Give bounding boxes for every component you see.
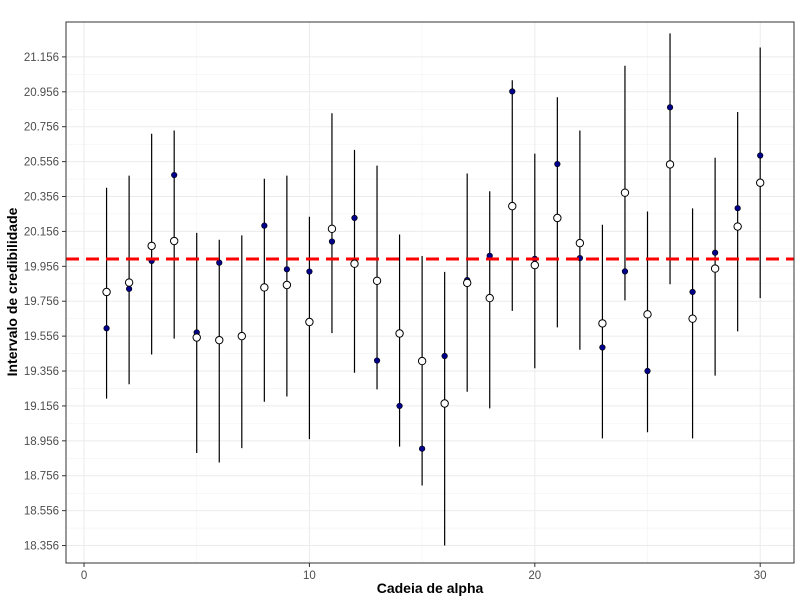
point-open (733, 222, 742, 231)
y-tick-label: 19.756 (24, 296, 59, 308)
y-tick-label: 20.556 (24, 157, 59, 169)
point-filled (666, 104, 674, 111)
point-filled (328, 238, 336, 245)
point-open (192, 333, 201, 342)
point-open (688, 314, 697, 323)
point-filled (554, 160, 561, 168)
point-filled (171, 171, 178, 179)
point-open (575, 238, 585, 248)
y-tick-label: 18.956 (24, 436, 59, 448)
point-filled (306, 268, 313, 275)
point-open (350, 259, 359, 268)
x-tick-label: 0 (81, 570, 87, 582)
point-open (282, 280, 292, 290)
point-open (305, 317, 314, 327)
point-filled (599, 344, 606, 351)
point-filled (373, 357, 381, 364)
point-filled (419, 445, 426, 452)
point-filled (283, 266, 290, 273)
y-tick-label: 19.356 (24, 366, 59, 378)
y-tick-label: 19.156 (24, 401, 59, 413)
y-tick-labels: 18.356 18.556 18.756 18.956 19.156 19.356 19.5… (24, 52, 59, 553)
y-tick-label: 20.956 (24, 87, 59, 99)
point-open (237, 331, 247, 341)
point-filled (689, 288, 696, 296)
x-tick-label: 20 (528, 570, 541, 582)
point-filled (351, 214, 358, 222)
y-tick-label: 18.356 (24, 541, 59, 553)
point-open (553, 213, 562, 223)
point-filled (103, 325, 110, 332)
point-open (620, 188, 630, 197)
point-open (327, 224, 337, 234)
y-tick-label: 20.156 (24, 226, 59, 238)
point-filled (441, 352, 448, 360)
point-filled (261, 222, 268, 229)
point-open (508, 201, 517, 211)
point-open (755, 178, 765, 187)
point-filled (509, 88, 516, 95)
plot-border (65, 21, 795, 564)
point-filled (126, 285, 133, 292)
y-tick-label: 20.756 (24, 122, 59, 134)
point-open (260, 283, 269, 292)
point-filled (396, 402, 403, 410)
x-axis-title: Cadeia de alpha (377, 580, 484, 596)
point-open (147, 241, 156, 251)
y-tick-label: 18.756 (24, 471, 59, 483)
point-filled (216, 259, 223, 266)
y-tick-marks (62, 56, 66, 547)
x-tick-label: 30 (754, 570, 767, 582)
point-open (530, 260, 540, 270)
point-filled (757, 152, 764, 159)
y-tick-label: 19.556 (24, 331, 59, 343)
point-open (102, 287, 111, 297)
point-open (665, 160, 675, 169)
point-filled (621, 268, 629, 275)
point-open (417, 356, 427, 366)
grid-minor (66, 22, 794, 563)
y-tick-label: 19.956 (24, 261, 59, 273)
x-tick-label: 10 (303, 570, 316, 582)
point-open (485, 293, 494, 303)
x-tick-marks (83, 563, 761, 567)
y-tick-label: 18.556 (24, 506, 59, 518)
point-filled (734, 205, 741, 212)
point-filled (712, 249, 719, 256)
point-open (710, 264, 720, 273)
y-tick-label: 20.356 (24, 192, 59, 204)
point-open (372, 276, 382, 286)
point-open (643, 310, 652, 319)
series-open-points (102, 160, 765, 408)
point-open (395, 329, 404, 338)
plot-panel (66, 22, 794, 563)
x-tick-labels: 0 10 20 30 (81, 570, 767, 582)
y-axis-title: Intervalo de credibilidade (4, 207, 20, 376)
point-filled (644, 367, 651, 375)
point-open (215, 335, 224, 345)
point-open (440, 399, 449, 408)
credibility-intervals (105, 33, 761, 546)
point-open (124, 278, 134, 287)
y-tick-label: 21.156 (24, 52, 59, 64)
point-open (462, 278, 472, 288)
point-open (169, 236, 179, 246)
point-open (598, 319, 607, 328)
